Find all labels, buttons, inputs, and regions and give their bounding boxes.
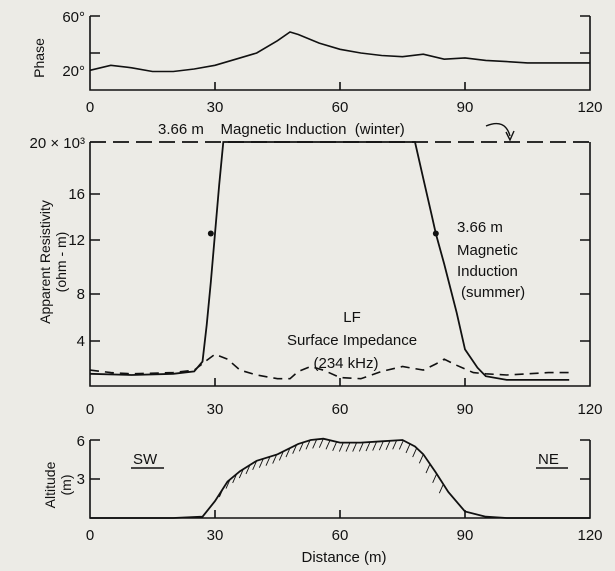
distance-x-label: Distance (m) xyxy=(301,549,386,566)
res-x-tick-120: 120 xyxy=(577,401,602,418)
summer-label-magnetic: Magnetic xyxy=(457,242,518,259)
res-x-tick-90: 90 xyxy=(457,401,474,418)
alt-x-tick-60: 60 xyxy=(332,527,349,544)
altitude-profile-line xyxy=(90,437,590,519)
hatch-mark xyxy=(432,473,438,483)
alt-x-tick-30: 30 xyxy=(207,527,224,544)
phase-y-tick-20: 20° xyxy=(62,63,85,80)
hatch-mark xyxy=(265,456,271,466)
hatch-mark xyxy=(332,441,338,452)
lf-label-surface-impedance: Surface Impedance xyxy=(287,332,417,349)
lf-surface-impedance-dashed-line xyxy=(89,353,570,380)
hatch-mark xyxy=(218,487,224,498)
res-y-tick-8: 8 xyxy=(77,286,85,303)
hatch-mark xyxy=(298,442,304,452)
lf-label-frequency: (234 kHz) xyxy=(313,355,378,372)
phase-series-line xyxy=(89,31,590,73)
summer-label-season: (summer) xyxy=(461,284,525,301)
alt-y-tick-3: 3 xyxy=(77,471,85,488)
hatch-mark xyxy=(418,454,424,464)
hatch-mark xyxy=(285,447,291,458)
phase-x-tick-120: 120 xyxy=(577,99,602,116)
alt-x-tick-0: 0 xyxy=(86,527,94,544)
winter-annotation-arrow xyxy=(485,122,515,142)
res-y-tick-12: 12 xyxy=(68,232,85,249)
hatch-mark xyxy=(398,440,404,450)
hatch-mark xyxy=(358,442,364,452)
resistivity-panel: Apparent Resistivity(ohm - m) 4 8 12 16 … xyxy=(30,121,603,418)
summer-data-marker-0 xyxy=(207,230,214,237)
altitude-hatching xyxy=(218,438,444,498)
resistivity-markers xyxy=(207,230,439,237)
phase-y-tick-60: 60° xyxy=(62,9,85,26)
alt-x-tick-90: 90 xyxy=(457,527,474,544)
hatch-mark xyxy=(258,458,264,468)
phase-x-tick-60: 60 xyxy=(332,99,349,116)
hatch-mark xyxy=(438,484,444,494)
res-y-tick-20: 20 × 10³ xyxy=(30,135,85,152)
hatch-mark xyxy=(365,441,371,452)
hatch-mark xyxy=(325,440,331,450)
resistivity-y-label-line1: Apparent Resistivity(ohm - m) xyxy=(37,200,69,324)
res-y-tick-4: 4 xyxy=(77,333,85,350)
hatch-mark xyxy=(378,441,384,451)
phase-axes xyxy=(89,15,591,91)
summer-label-distance: 3.66 m xyxy=(457,219,503,236)
hatch-mark xyxy=(338,442,344,452)
resistivity-axes xyxy=(89,142,591,387)
hatch-mark xyxy=(272,454,278,464)
hatch-mark xyxy=(405,443,411,454)
hatch-mark xyxy=(278,451,284,461)
res-x-tick-30: 30 xyxy=(207,401,224,418)
altitude-panel: Altitude(m) 3 6 0 30 60 90 120 SW NE Dis… xyxy=(42,433,603,566)
phase-x-tick-90: 90 xyxy=(457,99,474,116)
hatch-mark xyxy=(312,439,318,449)
ne-label: NE xyxy=(538,451,559,468)
hatch-mark xyxy=(385,440,391,450)
sw-label: SW xyxy=(133,451,158,468)
hatch-mark xyxy=(345,442,351,452)
altitude-y-label: Altitude(m) xyxy=(42,461,74,508)
phase-panel: Phase 20° 60° 0 30 60 90 120 xyxy=(31,9,603,116)
res-x-tick-60: 60 xyxy=(332,401,349,418)
alt-x-tick-120: 120 xyxy=(577,527,602,544)
summer-label-induction: Induction xyxy=(457,263,518,280)
hatch-mark xyxy=(232,473,238,484)
summer-data-marker-1 xyxy=(432,230,439,237)
lf-label: LF xyxy=(343,309,361,326)
hatch-mark xyxy=(392,440,398,450)
hatch-mark xyxy=(372,441,378,451)
hatch-mark xyxy=(412,447,418,458)
hatch-mark xyxy=(318,438,324,448)
hatch-mark xyxy=(305,440,311,450)
phase-x-tick-0: 0 xyxy=(86,99,94,116)
hatch-mark xyxy=(225,479,231,489)
res-y-tick-16: 16 xyxy=(68,186,85,203)
altitude-axes xyxy=(89,439,591,519)
hatch-mark xyxy=(292,444,298,454)
winter-annotation: 3.66 m Magnetic Induction (winter) xyxy=(158,121,405,138)
alt-y-tick-6: 6 xyxy=(77,433,85,450)
hatch-mark xyxy=(352,442,358,452)
phase-y-label: Phase xyxy=(31,38,47,78)
hatch-mark xyxy=(425,463,431,474)
phase-x-tick-30: 30 xyxy=(207,99,224,116)
hatch-mark xyxy=(238,468,244,479)
hatch-mark xyxy=(245,464,251,475)
hatch-mark xyxy=(252,460,258,470)
res-x-tick-0: 0 xyxy=(86,401,94,418)
